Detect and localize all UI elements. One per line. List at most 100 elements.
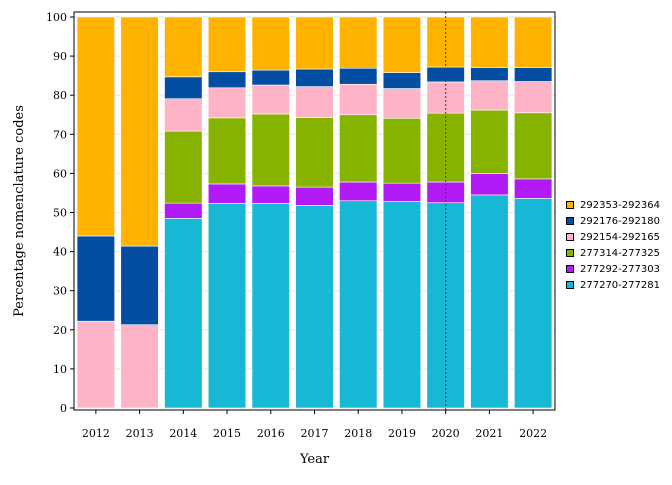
bar-segment	[514, 81, 553, 114]
bar-segment	[76, 320, 115, 409]
y-tick-label: 70	[53, 128, 67, 141]
y-tick-label: 100	[46, 11, 67, 24]
bar-segment	[470, 194, 509, 409]
legend-swatch	[566, 233, 574, 241]
bar-segment	[382, 201, 422, 409]
legend-label: 277314-277325	[580, 247, 660, 259]
bar-segment	[514, 67, 553, 82]
legend-swatch	[566, 201, 574, 209]
y-tick-label: 20	[53, 324, 67, 337]
bar-segment	[164, 16, 203, 78]
x-tick-label: 2019	[388, 427, 416, 440]
bar-segment	[207, 183, 247, 204]
bar-segment	[251, 69, 290, 86]
bar-segment	[251, 113, 290, 187]
bar-segment	[251, 16, 290, 71]
legend-swatch	[566, 265, 574, 273]
y-tick-label: 0	[60, 402, 67, 415]
legend-label: 292154-292165	[580, 231, 660, 243]
bar-segment	[295, 16, 334, 70]
bars	[76, 16, 553, 409]
bar-segment	[76, 16, 115, 237]
bar-segment	[514, 112, 553, 180]
bar-segment	[207, 203, 247, 409]
bar-segment	[382, 182, 422, 202]
y-tick-label: 80	[53, 89, 67, 102]
bar-segment	[426, 112, 465, 183]
legend-label: 277292-277303	[580, 263, 660, 275]
bar-segment	[120, 16, 159, 247]
legend: 292353-292364 292176-292180 292154-292165 2…	[566, 197, 660, 293]
bar-segment	[339, 114, 378, 183]
bar-segment	[470, 16, 509, 68]
y-tick-label: 90	[53, 50, 67, 63]
bar-segment	[382, 117, 422, 184]
bar-segment	[339, 181, 378, 202]
bar-segment	[164, 218, 203, 409]
y-axis-title: Percentage nomenclature codes	[12, 105, 27, 317]
bar-segment	[514, 16, 553, 68]
bar-segment	[514, 198, 553, 409]
bar-segment	[164, 202, 203, 219]
legend-item: 277292-277303	[566, 261, 660, 277]
y-tick-label: 60	[53, 167, 67, 180]
bar-segment	[251, 203, 290, 409]
bar-segment	[207, 16, 247, 73]
bar-segment	[470, 109, 509, 174]
legend-label: 292176-292180	[580, 215, 660, 227]
bar-segment	[470, 173, 509, 196]
legend-swatch	[566, 281, 574, 289]
x-tick-label: 2020	[432, 427, 460, 440]
bar-segment	[251, 185, 290, 204]
y-axis: 0 10 20 30 40 50 60 70 80 90 100	[46, 11, 74, 415]
y-tick-label: 10	[53, 363, 67, 376]
bar-segment	[514, 178, 553, 199]
legend-swatch	[566, 249, 574, 257]
bar-segment	[339, 67, 378, 85]
bar-segment	[164, 130, 203, 204]
bar-segment	[295, 117, 334, 188]
bar-segment	[295, 68, 334, 87]
bar-segment	[339, 16, 378, 69]
bar-segment	[382, 88, 422, 119]
x-tick-label: 2016	[257, 427, 285, 440]
bar-segment	[382, 72, 422, 89]
bar-segment	[164, 76, 203, 100]
x-axis: 2012 2013 2014 2015 2016 2017 2018 2019 2020 2021…	[82, 410, 547, 440]
bar-segment	[207, 71, 247, 89]
legend-item: 277270-277281	[566, 277, 660, 293]
legend-item: 292154-292165	[566, 229, 660, 245]
x-tick-label: 2021	[475, 427, 503, 440]
bar-segment	[120, 245, 159, 326]
y-tick-label: 30	[53, 285, 67, 298]
bar-segment	[164, 98, 203, 132]
bar-segment	[207, 87, 247, 119]
legend-swatch	[566, 217, 574, 225]
bar-segment	[470, 67, 509, 82]
bar-segment	[295, 205, 334, 409]
bar-segment	[251, 84, 290, 115]
bar-segment	[382, 16, 422, 73]
x-tick-label: 2018	[344, 427, 372, 440]
y-tick-label: 40	[53, 246, 67, 259]
bar-segment	[207, 117, 247, 185]
x-tick-label: 2014	[169, 427, 197, 440]
bar-segment	[120, 324, 159, 409]
legend-label: 292353-292364	[580, 199, 660, 211]
x-tick-label: 2017	[301, 427, 329, 440]
legend-item: 277314-277325	[566, 245, 660, 261]
x-tick-label: 2013	[126, 427, 154, 440]
bar-segment	[470, 80, 509, 111]
x-tick-label: 2015	[213, 427, 241, 440]
x-axis-title: Year	[299, 452, 330, 467]
bar-segment	[76, 235, 115, 322]
x-tick-label: 2022	[519, 427, 547, 440]
legend-item: 292353-292364	[566, 197, 660, 213]
bar-segment	[339, 200, 378, 409]
bar-segment	[295, 86, 334, 118]
x-tick-label: 2012	[82, 427, 110, 440]
y-tick-label: 50	[53, 207, 67, 220]
bar-segment	[339, 83, 378, 116]
